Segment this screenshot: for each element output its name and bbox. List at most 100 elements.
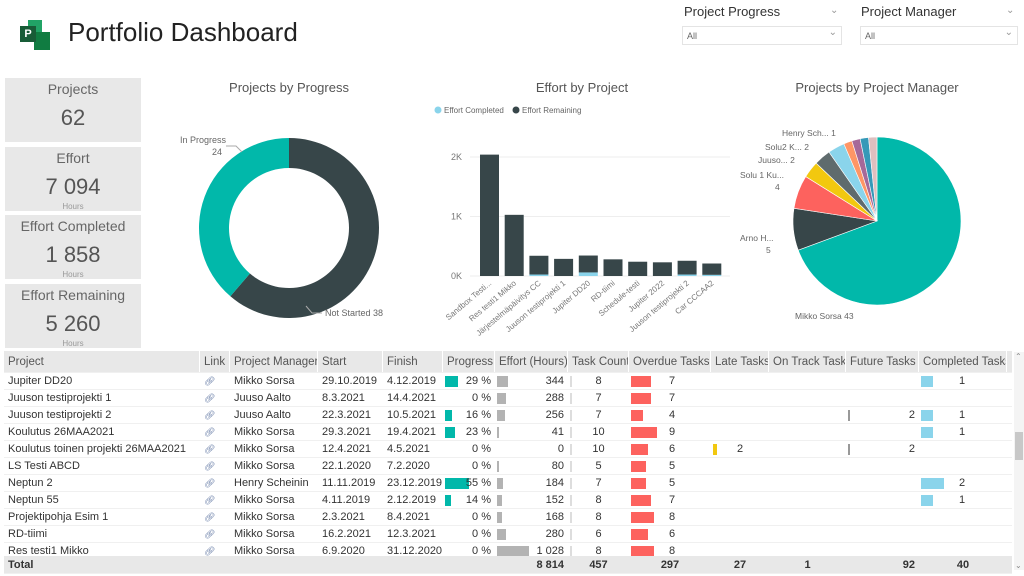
data-bar [921,495,933,506]
data-bar [497,546,529,557]
link-icon[interactable]: 🔗︎ [204,528,216,539]
table-row[interactable]: Jupiter DD20 🔗︎ Mikko Sorsa 29.10.2019 4.12.… [4,373,1012,390]
cell-effort-hours-: 280 [495,526,568,542]
link-icon[interactable]: 🔗︎ [204,375,216,386]
column-header[interactable]: Start [318,351,383,372]
column-header[interactable]: Future Tasks [846,351,919,372]
kpi-projects: Projects 62 [5,78,141,142]
link-icon[interactable]: 🔗︎ [204,392,216,403]
cell-on-track-tasks [769,526,846,542]
chevron-down-icon[interactable]: ⌄ [830,5,839,16]
cell-finish [383,556,443,573]
table-row[interactable]: LS Testi ABCD 🔗︎ Mikko Sorsa 22.1.2020 7.2.2… [4,458,1012,475]
cell-future-tasks [846,526,919,542]
bar-remaining [480,154,499,276]
cell-completed-tasks: 1 [919,492,1007,508]
table-row[interactable]: Juuson testiprojekti 2 🔗︎ Juuso Aalto 22.3.… [4,407,1012,424]
link-icon[interactable]: 🔗︎ [204,443,216,454]
cell-finish: 12.3.2021 [387,528,436,540]
table-row[interactable]: Juuson testiprojekti 1 🔗︎ Juuso Aalto 8.3.2… [4,390,1012,407]
column-header[interactable]: Finish [383,351,443,372]
data-bar [631,546,655,557]
cell-task-count: 7 [568,407,629,423]
cell-on-track-tasks: 1 [804,558,811,571]
table-row[interactable]: Projektipohja Esim 1 🔗︎ Mikko Sorsa 2.3.202… [4,509,1012,526]
bar-remaining [554,258,574,276]
donut-value-in-progress: 24 [212,147,222,157]
table-scrollbar[interactable]: ⌃ ⌄ [1014,352,1024,570]
cell-project-manager: Mikko Sorsa [234,494,295,506]
data-bar [570,376,572,387]
data-bar [445,495,452,506]
column-header[interactable]: Task Count [568,351,629,372]
cell-completed-tasks: 1 [919,407,1007,423]
column-header[interactable]: Late Tasks [711,351,769,372]
link-icon[interactable]: 🔗︎ [204,511,216,522]
cell-start [318,556,383,573]
column-header[interactable]: Project Manager [230,351,318,372]
column-header[interactable]: Effort (Hours) [495,351,568,372]
legend-label: Effort Completed [444,106,504,115]
donut-slice-not-started [230,138,379,319]
cell-project-manager: Juuso Aalto [234,409,291,421]
cell-finish: 8.4.2021 [387,511,430,523]
cell-finish: 4.12.2019 [387,375,436,387]
column-header[interactable]: Project [4,351,200,372]
link-icon[interactable]: 🔗︎ [204,460,216,471]
cell-late-tasks: 27 [733,558,747,571]
column-header[interactable]: Completed Tasks [919,351,1007,372]
cell-overdue-tasks: 7 [629,390,711,406]
cell-finish: 7.2.2020 [387,460,430,472]
pie-slice [797,136,962,306]
cell-overdue-tasks: 7 [629,373,711,389]
table-row[interactable]: Koulutus toinen projekti 26MAA2021 🔗︎ Mikk… [4,441,1012,458]
cell-progress: 0 % [472,528,491,540]
cell-future-tasks [846,390,919,406]
app-logo: P [20,20,52,52]
column-header[interactable]: Overdue Tasks [629,351,711,372]
pie-label: Mikko Sorsa 43 [795,311,854,321]
column-header[interactable]: Link [200,351,230,372]
bar-completed [578,272,598,276]
link-icon[interactable]: 🔗︎ [204,494,216,505]
data-bar [445,410,453,421]
cell-progress: 0 % [472,511,491,523]
cell-finish: 2.12.2019 [387,494,436,506]
cell-overdue-tasks: 6 [629,441,711,457]
project-manager-select[interactable]: All ⌄ [860,26,1018,45]
column-header[interactable]: On Track Tasks [769,351,846,372]
table-row[interactable]: Koulutus 26MAA2021 🔗︎ Mikko Sorsa 29.3.2021… [4,424,1012,441]
table-row[interactable]: RD-tiimi 🔗︎ Mikko Sorsa 16.2.2021 12.3.2021 0… [4,526,1012,543]
scrollbar-thumb[interactable] [1015,432,1023,460]
link-icon[interactable]: 🔗︎ [204,477,216,488]
data-bar [631,461,646,472]
cell-future-tasks [846,458,919,474]
cell-progress [443,556,495,573]
table-row[interactable]: Neptun 55 🔗︎ Mikko Sorsa 4.11.2019 2.12.2019… [4,492,1012,509]
link-icon[interactable]: 🔗︎ [204,545,216,556]
cell-late-tasks [711,373,769,389]
cell-project: Juuson testiprojekti 2 [8,409,112,421]
page-title: Portfolio Dashboard [68,17,298,47]
chevron-down-icon[interactable]: ⌄ [1006,5,1015,16]
link-icon[interactable]: 🔗︎ [204,426,216,437]
cell-task-count: 8 [568,543,629,559]
data-bar [570,393,572,404]
cell-on-track-tasks [769,509,846,525]
table-row[interactable]: Neptun 2 🔗︎ Henry Scheinin 11.11.2019 23.12.… [4,475,1012,492]
pie-label: Solu 1 Ku... [740,170,784,180]
cell-future-tasks [846,509,919,525]
link-icon[interactable]: 🔗︎ [204,409,216,420]
cell-project-manager: Mikko Sorsa [234,460,295,472]
chart-title-progress: Projects by Progress [229,80,349,95]
data-bar [570,529,572,540]
cell-effort-hours-: 41 [495,424,568,440]
cell-completed-tasks: 2 [919,475,1007,491]
project-progress-select[interactable]: All ⌄ [682,26,842,45]
cell-start: 22.1.2020 [322,460,371,472]
cell-project-manager: Juuso Aalto [234,392,291,404]
legend-marker [512,106,520,114]
cell-completed-tasks: 1 [919,424,1007,440]
column-header[interactable]: Progress [443,351,495,372]
cell-project: Neptun 55 [8,494,59,506]
